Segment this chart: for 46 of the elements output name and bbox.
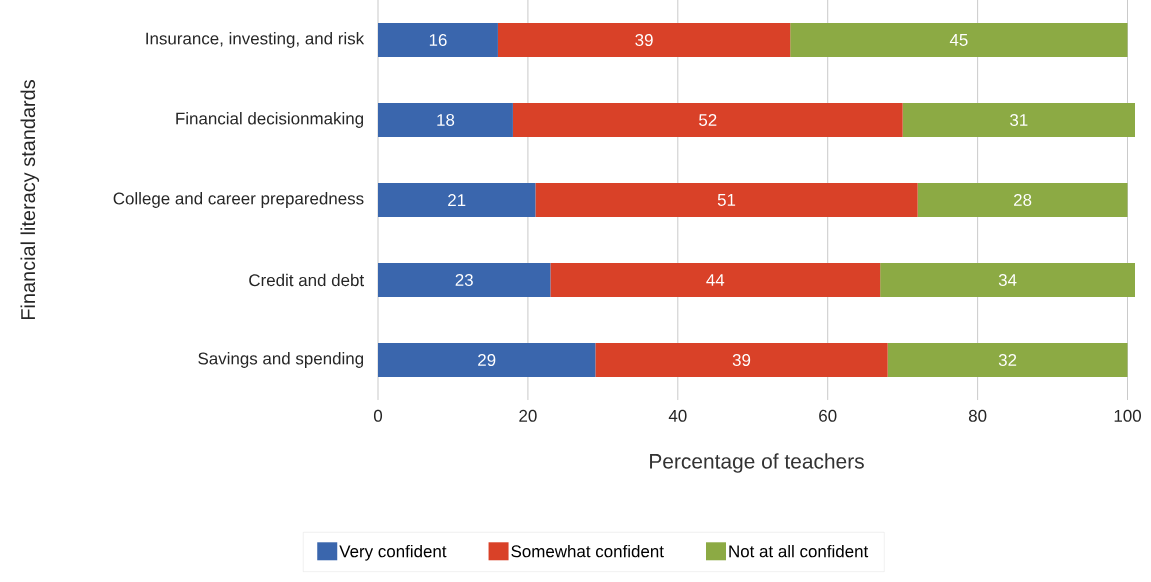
bar: [595, 342, 888, 377]
bar: [378, 102, 513, 137]
data-label: 23: [455, 273, 473, 286]
y-axis-title: Financial literacy standards: [20, 80, 40, 320]
bar: [497, 22, 791, 57]
x-tick-label: 0: [373, 409, 383, 422]
bar: [902, 102, 1136, 137]
legend-label: Very confident: [339, 544, 447, 561]
y-tick-label: Insurance, investing, and risk: [146, 32, 365, 48]
data-label: 18: [437, 113, 455, 126]
bar: [378, 22, 498, 57]
data-label: 32: [998, 353, 1017, 366]
data-label: 31: [1010, 113, 1028, 126]
y-tick-label: Financial decisionmaking: [176, 112, 364, 128]
bar: [917, 182, 1128, 217]
legend-label: Not at all confident: [729, 544, 869, 558]
bar: [550, 262, 881, 297]
x-tick-label: 40: [668, 409, 687, 422]
data-label: 44: [706, 274, 725, 286]
bar: [887, 342, 1128, 377]
bar: [535, 182, 918, 217]
y-tick-label: Credit and debt: [249, 273, 364, 287]
bar: [378, 342, 596, 377]
data-label: 21: [448, 194, 466, 206]
legend-label: Somewhat confident: [511, 544, 664, 558]
y-tick-label: Savings and spending: [198, 352, 364, 368]
x-tick-label: 80: [968, 409, 987, 422]
data-label: 51: [717, 194, 736, 206]
data-label: 16: [429, 33, 447, 46]
x-tick-label: 20: [519, 409, 537, 422]
x-tick-label: 60: [819, 409, 837, 422]
bar: [790, 22, 1128, 57]
data-label: 29: [478, 353, 496, 366]
data-label: 39: [732, 353, 751, 366]
bar: [880, 262, 1136, 297]
x-axis-title: Percentage of teachers: [650, 453, 864, 473]
data-label: 52: [699, 113, 717, 126]
bar: [512, 102, 903, 137]
data-label: 28: [1014, 193, 1032, 206]
bar: [378, 262, 551, 297]
x-tick-label: 100: [1114, 409, 1141, 422]
data-label: 34: [998, 273, 1017, 286]
data-label: 45: [949, 34, 968, 46]
bar: [378, 182, 536, 217]
y-tick-label: College and career preparedness: [113, 192, 364, 208]
data-label: 39: [635, 33, 653, 46]
